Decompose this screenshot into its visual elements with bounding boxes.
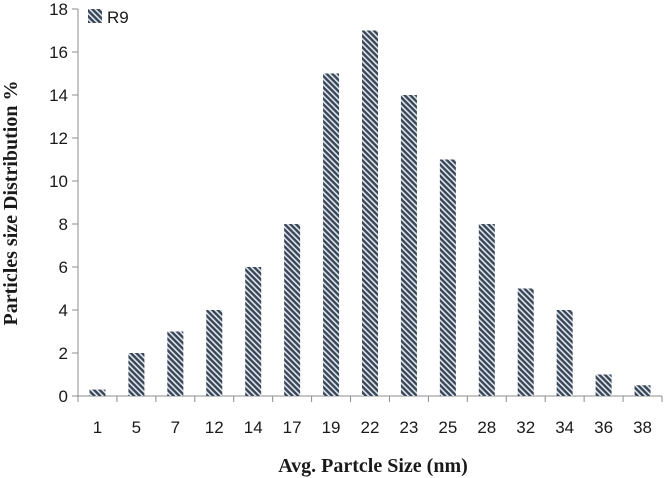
bar [595,374,612,396]
x-tick-label: 22 [361,418,380,437]
bars [89,30,651,396]
bar [634,385,651,396]
bar [284,224,301,396]
x-tick-label: 19 [322,418,341,437]
bar [167,331,184,396]
bar [362,30,378,396]
x-tick-label: 38 [633,418,652,437]
y-tick-label: 6 [59,258,68,277]
y-axis: 0 2 4 6 8 10 12 14 16 18 [49,0,79,406]
y-tick-label: 14 [49,86,68,105]
x-tick-label: 5 [132,418,141,437]
x-axis-title: Avg. Partcle Size (nm) [278,455,468,477]
y-tick-label: 16 [49,43,68,62]
y-tick-label: 2 [59,344,68,363]
bar [245,267,262,396]
bar [128,353,145,396]
y-tick-label: 10 [49,172,68,191]
y-tick-label: 8 [59,215,68,234]
bar [439,159,456,396]
y-tick-label: 18 [49,0,68,19]
x-tick-label: 12 [205,418,224,437]
y-tick-label: 12 [49,129,68,148]
bar [323,73,340,396]
x-tick-label: 32 [516,418,535,437]
bar [400,95,417,396]
x-axis: 1 5 7 12 14 17 19 22 23 25 28 32 34 36 38 [77,395,663,437]
x-tick-label: 34 [555,418,574,437]
legend-swatch [88,9,102,23]
y-axis-title: Particles size Distribution % [0,81,22,326]
y-tick-label: 0 [59,387,68,406]
x-tick-label: 28 [477,418,496,437]
x-tick-label: 25 [438,418,457,437]
legend-label: R9 [107,8,129,27]
y-tick-label: 4 [59,301,68,320]
bar [89,389,106,396]
x-tick-label: 14 [244,418,263,437]
x-tick-label: 1 [93,418,102,437]
x-tick-label: 36 [594,418,613,437]
bar [556,310,573,396]
bar [478,224,495,396]
x-tick-label: 23 [399,418,418,437]
x-tick-label: 7 [171,418,180,437]
x-tick-label: 17 [283,418,302,437]
bar [206,310,223,396]
legend: R9 [88,8,129,27]
bar [517,288,534,396]
